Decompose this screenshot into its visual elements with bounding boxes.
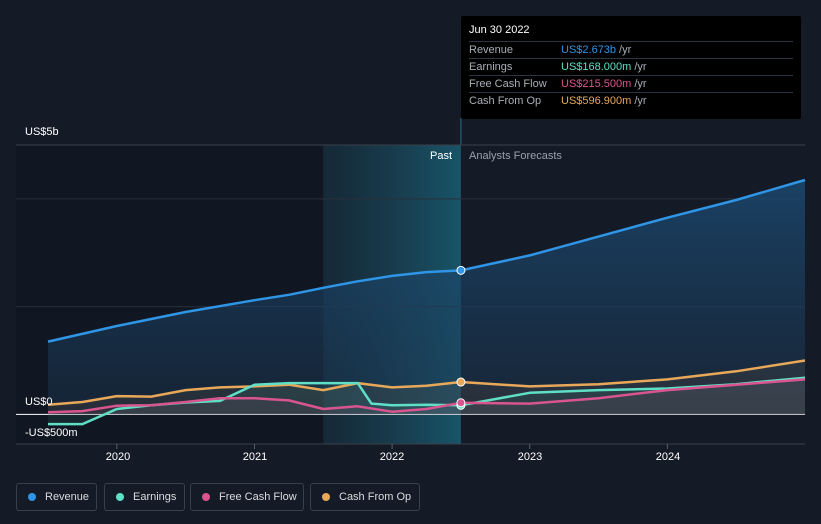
series-marker-cash-from-op <box>456 377 466 387</box>
tooltip-unit: /yr <box>634 78 647 90</box>
x-tick-2022: 2022 <box>379 451 405 463</box>
tooltip-value-amount: US$2.673b <box>561 44 617 56</box>
legend-label: Cash From Op <box>339 491 412 503</box>
legend-label: Free Cash Flow <box>219 491 297 503</box>
tooltip-label: Revenue <box>469 44 514 56</box>
series-line-cash-from-op <box>47 359 806 406</box>
tooltip-row-cfo: Cash From Op US$596.900m/yr <box>469 92 793 110</box>
y-label-zero: US$0 <box>25 396 53 408</box>
tooltip: Jun 30 2022 Revenue US$2.673b/yr Earning… <box>461 16 801 119</box>
past-label: Past <box>429 150 452 162</box>
legend-dot-icon <box>322 493 330 501</box>
legend-item-earnings[interactable]: Earnings <box>104 483 185 511</box>
series-area-cash-from-op <box>48 360 805 415</box>
y-label-bottom: -US$500m <box>25 427 78 439</box>
x-tick-2021: 2021 <box>242 451 268 463</box>
legend-item-free-cash-flow[interactable]: Free Cash Flow <box>190 483 304 511</box>
tooltip-label: Earnings <box>469 61 513 73</box>
series-area-earnings <box>48 377 805 425</box>
tooltip-unit: /yr <box>619 44 632 56</box>
series-area-free-cash-flow <box>48 379 805 415</box>
tooltip-value: US$2.673b/yr <box>561 44 631 56</box>
legend-dot-icon <box>116 493 124 501</box>
tooltip-value-amount: US$215.500m <box>561 78 632 90</box>
tooltip-value: US$596.900m/yr <box>561 95 647 107</box>
tooltip-row-earnings: Earnings US$168.000m/yr <box>469 58 793 76</box>
tooltip-row-fcf: Free Cash Flow US$215.500m/yr <box>469 75 793 93</box>
series-marker-revenue <box>456 265 466 275</box>
tooltip-value: US$215.500m/yr <box>561 78 647 90</box>
tooltip-value-amount: US$168.000m <box>561 61 632 73</box>
series-line-free-cash-flow <box>47 378 806 414</box>
tooltip-value: US$168.000m/yr <box>561 61 647 73</box>
legend-item-cash-from-op[interactable]: Cash From Op <box>310 483 420 511</box>
series-area-revenue <box>48 180 805 415</box>
series-line-revenue <box>47 178 806 343</box>
legend-dot-icon <box>28 493 36 501</box>
forecast-label: Analysts Forecasts <box>469 150 562 162</box>
legend-label: Revenue <box>45 491 90 503</box>
legend-item-revenue[interactable]: Revenue <box>16 483 97 511</box>
tooltip-unit: /yr <box>634 95 647 107</box>
tooltip-label: Free Cash Flow <box>469 78 547 90</box>
tooltip-date: Jun 30 2022 <box>469 24 530 36</box>
tooltip-label: Cash From Op <box>469 95 542 107</box>
legend-label: Earnings <box>133 491 177 503</box>
series-marker-free-cash-flow <box>456 398 466 408</box>
x-tick-2020: 2020 <box>105 451 131 463</box>
x-tick-2024: 2024 <box>655 451 681 463</box>
tooltip-unit: /yr <box>634 61 647 73</box>
tooltip-row-revenue: Revenue US$2.673b/yr <box>469 41 793 59</box>
legend-dot-icon <box>202 493 210 501</box>
y-label-top: US$5b <box>25 126 59 138</box>
tooltip-value-amount: US$596.900m <box>561 95 632 107</box>
x-tick-2023: 2023 <box>517 451 543 463</box>
